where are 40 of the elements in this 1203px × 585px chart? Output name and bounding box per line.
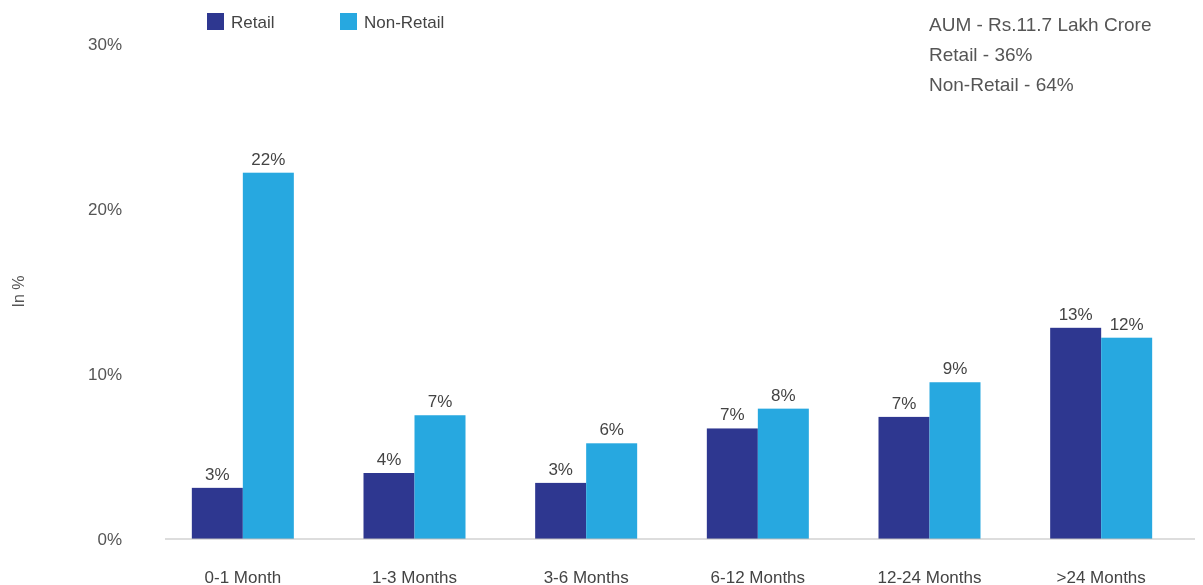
y-tick-label: 30% xyxy=(87,34,122,54)
data-label: 6% xyxy=(599,420,624,440)
bar xyxy=(1050,327,1102,539)
data-label: 4% xyxy=(376,450,402,469)
data-label: 3% xyxy=(548,459,573,479)
data-label: 7% xyxy=(427,392,453,412)
bar xyxy=(414,415,466,539)
y-tick-label: 10% xyxy=(87,364,122,384)
data-label: 7% xyxy=(891,393,917,413)
legend-label: Retail xyxy=(231,12,275,32)
y-axis-title: In % xyxy=(10,275,27,308)
bar xyxy=(1101,337,1153,539)
x-tick-label: 6-12 Months xyxy=(710,568,806,585)
bar xyxy=(191,487,243,539)
data-label: 7% xyxy=(720,405,745,425)
bar xyxy=(242,172,294,539)
annotation: Non-Retail - 64% xyxy=(929,73,1074,95)
bar xyxy=(363,473,415,539)
y-tick-label: 0% xyxy=(97,529,122,549)
bar xyxy=(586,443,638,539)
bar xyxy=(706,428,758,539)
y-tick-label: 20% xyxy=(87,199,122,219)
data-label: 22% xyxy=(251,149,286,169)
bar xyxy=(757,408,809,539)
x-tick-label: 0-1 Month xyxy=(204,568,282,585)
legend-label: Non-Retail xyxy=(364,12,445,32)
bar xyxy=(929,382,981,539)
x-tick-label: >24 Months xyxy=(1056,568,1146,585)
text: AUM - Rs.11.7 Lakh Crore xyxy=(929,13,1152,35)
data-label: 8% xyxy=(771,385,796,405)
data-label: 9% xyxy=(942,359,968,379)
data-label: 3% xyxy=(205,464,230,484)
x-tick-label: 1-3 Months xyxy=(371,568,458,585)
x-tick-label: 3-6 Months xyxy=(543,568,629,585)
bar xyxy=(878,416,930,539)
annotation: Retail - 36% xyxy=(929,43,1033,65)
data-label: 12% xyxy=(1109,314,1144,334)
x-tick-label: 12-24 Months xyxy=(877,568,982,585)
data-label: 13% xyxy=(1058,304,1093,324)
bar xyxy=(535,482,587,539)
